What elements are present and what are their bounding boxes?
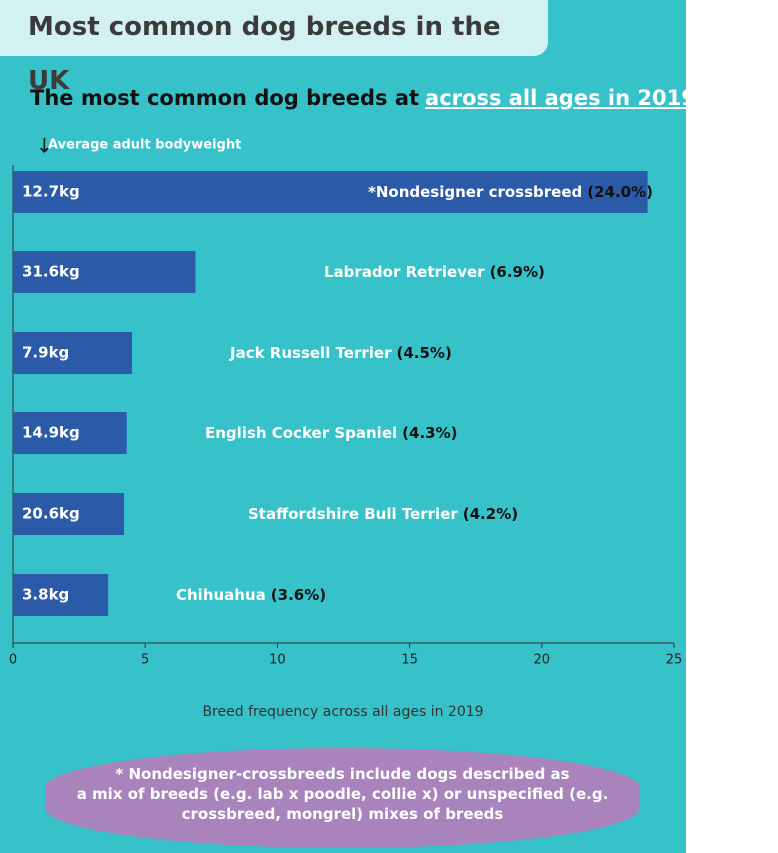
subtitle-underlined: across all ages in 2019 [425, 86, 696, 110]
chart-title: Most common dog breeds in the UK [0, 0, 548, 96]
value-label: (4.3%) [402, 424, 457, 442]
bar-label: Staffordshire Bull Terrier (4.2%) [248, 505, 518, 523]
bar [13, 493, 125, 535]
bar-label: Jack Russell Terrier (4.5%) [229, 344, 452, 362]
footnote-line: include dogs described as [349, 765, 570, 783]
footnote-line: crossbreed, mongrel) mixes of breeds [181, 805, 504, 823]
subtitle: The most common dog breeds at across all … [30, 86, 704, 110]
value-label: (4.2%) [463, 505, 518, 523]
bar-label: Chihuahua (3.6%) [176, 586, 326, 604]
x-tick-label: 5 [141, 653, 149, 668]
bar [13, 171, 648, 213]
category-label: *Nondesigner crossbreed [368, 183, 582, 201]
x-tick-label: 15 [401, 653, 418, 668]
annotation: Average adult bodyweight [48, 138, 241, 153]
weight-label: 20.6kg [22, 505, 80, 523]
x-tick-label: 10 [269, 653, 286, 668]
value-label: (4.5%) [396, 344, 451, 362]
x-axis-label: Breed frequency across all ages in 2019 [202, 704, 483, 720]
footnote: * Nondesigner-crossbreeds include dogs de… [45, 748, 640, 848]
weight-label: 12.7kg [22, 183, 80, 201]
footnote-line: a mix of breeds (e.g. lab x poodle, coll… [76, 785, 609, 803]
x-tick-label: 0 [9, 653, 17, 668]
subtitle-lead: The most common dog breeds at [30, 86, 420, 110]
arrow: ↓ [36, 134, 53, 158]
value-label: (24.0%) [587, 183, 653, 201]
category-label: Chihuahua [176, 586, 266, 604]
bar-label: Labrador Retriever (6.9%) [324, 263, 545, 281]
category-label: English Cocker Spaniel [205, 424, 397, 442]
bar-label: English Cocker Spaniel (4.3%) [205, 424, 457, 442]
chart: ↓ Average adult bodyweight Breed frequen… [9, 134, 683, 721]
x-tick-label: 20 [534, 653, 551, 668]
bar [13, 412, 127, 454]
weight-label: 3.8kg [22, 586, 69, 604]
bar [13, 332, 132, 374]
category-label: Staffordshire Bull Terrier [248, 505, 458, 523]
weight-label: 14.9kg [22, 424, 80, 442]
value-label: (3.6%) [271, 586, 326, 604]
weight-label: 31.6kg [22, 263, 80, 281]
bar [13, 574, 109, 616]
footnote-highlight: * Nondesigner-crossbreeds [115, 765, 345, 783]
weight-label: 7.9kg [22, 344, 69, 362]
bar [13, 251, 196, 293]
category-label: Jack Russell Terrier [229, 344, 392, 362]
x-tick-label: 25 [666, 653, 683, 668]
category-label: Labrador Retriever [324, 263, 485, 281]
value-label: (6.9%) [490, 263, 545, 281]
bar-label: *Nondesigner crossbreed (24.0%) [368, 183, 653, 201]
subtitle-tail: : [695, 86, 705, 110]
